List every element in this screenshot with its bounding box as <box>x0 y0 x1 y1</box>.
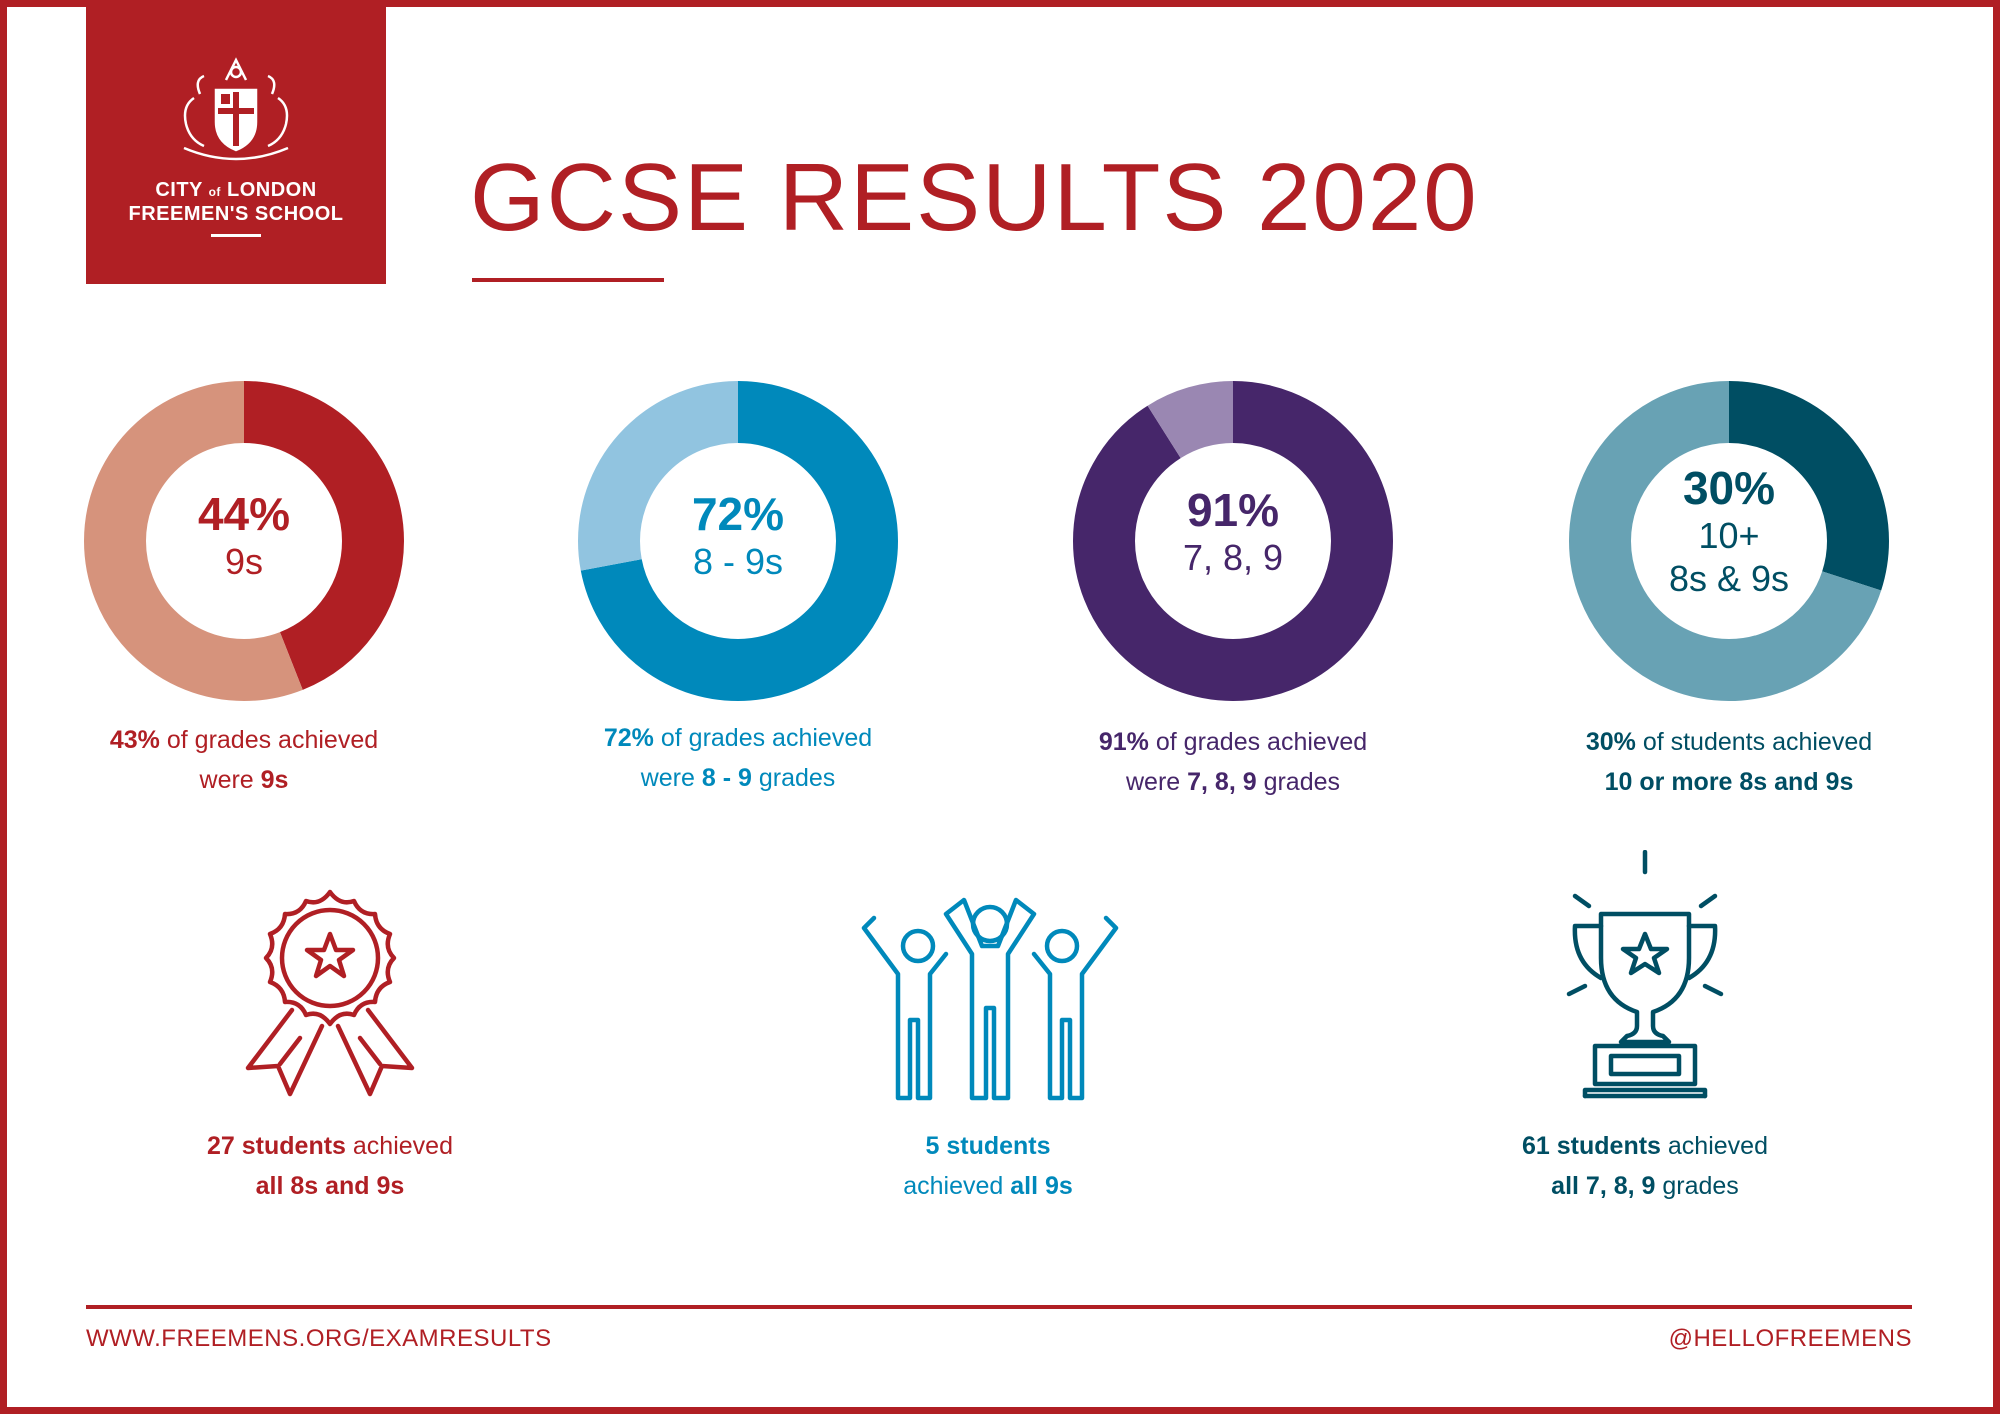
donut-segment-1 <box>1569 381 1889 701</box>
footer-social-handle[interactable]: @HELLOFREEMENS <box>1668 1325 1912 1352</box>
donut-value: 91% <box>1186 484 1280 536</box>
logo-line-1: CITY of LONDON <box>155 179 317 201</box>
donut-segment-1 <box>84 381 404 701</box>
stat-all-9s: 5 students achieved all 9s <box>903 1132 1073 1200</box>
donut-value: 30% <box>1682 462 1776 514</box>
donut-label: 10+ <box>1698 514 1760 556</box>
award-rosette-icon <box>245 889 415 1097</box>
footer-divider <box>86 1305 1912 1309</box>
donut-chart-8-9s: 72% 8 - 9s <box>578 381 898 701</box>
donut-label: 9s <box>224 540 264 582</box>
donut-label: 7, 8, 9 <box>1182 536 1284 578</box>
footer-website-link[interactable]: WWW.FREEMENS.ORG/EXAMRESULTS <box>86 1325 552 1352</box>
caption-7-8-9: 91% of grades achieved were 7, 8, 9 grad… <box>1098 728 1368 796</box>
donut-segment-1 <box>1073 381 1393 701</box>
caption-8-9s: 72% of grades achieved were 8 - 9 grades <box>603 724 873 792</box>
donut-label-2: 8s & 9s <box>1668 557 1790 599</box>
page-title: GCSE RESULTS 2020 <box>470 144 1479 251</box>
donut-ring <box>84 381 404 701</box>
donut-value: 44% <box>197 488 291 540</box>
school-logo[interactable]: CITY of LONDON FREEMEN'S SCHOOL <box>86 6 386 284</box>
celebrating-people-icon <box>861 897 1119 1101</box>
caption-9s: 43% of grades achieved were 9s <box>109 726 379 794</box>
logo-line-2: FREEMEN'S SCHOOL <box>128 203 344 225</box>
donut-label: 8 - 9s <box>692 540 784 582</box>
trophy-icon <box>1566 850 1724 1099</box>
title-underline <box>472 278 664 282</box>
logo-underline <box>211 234 261 237</box>
donut-chart-9s: 44% 9s <box>84 381 404 701</box>
caption-10-plus: 30% of students achieved 10 or more 8s a… <box>1585 728 1873 796</box>
stat-all-7-8-9: 61 students achieved all 7, 8, 9 grades <box>1522 1132 1768 1200</box>
donut-chart-7-8-9: 91% 7, 8, 9 <box>1073 381 1393 701</box>
donut-ring <box>1569 381 1889 701</box>
donut-ring <box>1073 381 1393 701</box>
donut-chart-10-plus: 30% 10+ 8s & 9s <box>1569 381 1889 701</box>
donut-segment-1 <box>578 381 898 701</box>
donut-value: 72% <box>691 488 785 540</box>
stat-all-8s-9s: 27 students achieved all 8s and 9s <box>207 1132 453 1200</box>
donut-ring <box>578 381 898 701</box>
coat-of-arms-icon <box>183 57 289 161</box>
